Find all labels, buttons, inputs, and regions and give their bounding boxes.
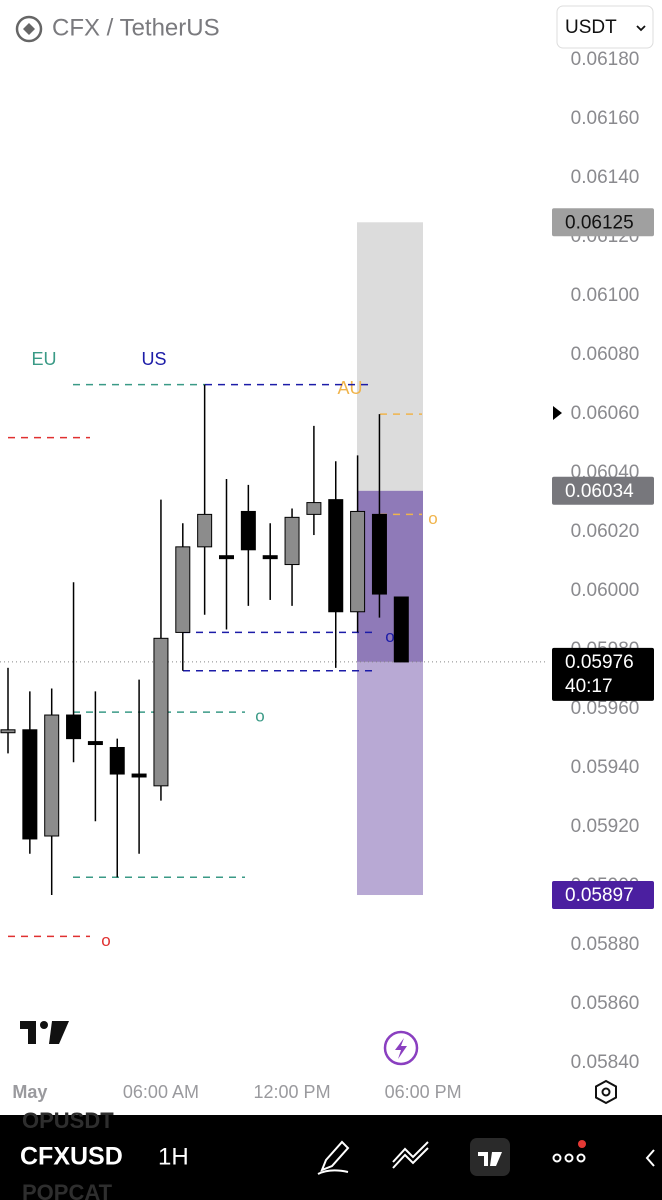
candle-body — [218, 555, 234, 560]
x-tick-label: 06:00 PM — [385, 1082, 462, 1102]
candle-body — [262, 555, 278, 560]
target-zone — [357, 222, 423, 491]
symbol-title: CFX / TetherUS — [52, 14, 220, 41]
y-tick-label: 0.06180 — [571, 49, 640, 70]
target-badge — [552, 208, 654, 237]
candle-body — [306, 502, 322, 515]
y-tick-label: 0.05840 — [571, 1052, 640, 1073]
countdown-label: 40:17 — [565, 676, 613, 697]
indicator-tool[interactable] — [392, 1141, 429, 1169]
y-tick-label: 0.06020 — [571, 521, 640, 542]
y-tick-label: 0.06080 — [571, 344, 640, 365]
footer-symbol[interactable]: CFXUSD — [20, 1143, 123, 1171]
candle-body — [0, 729, 16, 734]
candle-body — [131, 773, 147, 778]
candle-body — [22, 729, 38, 840]
candle-body — [197, 513, 213, 548]
candle-body — [371, 513, 387, 595]
draw-tool[interactable] — [317, 1140, 350, 1175]
entry-badge-label: 0.06034 — [565, 481, 634, 502]
last-price-badge — [552, 647, 654, 701]
candle-body — [328, 499, 344, 613]
y-tick-label: 0.06000 — [571, 580, 640, 601]
y-tick-label: 0.05960 — [571, 698, 640, 719]
candle-body — [284, 516, 300, 566]
footer-interval[interactable]: 1H — [158, 1143, 189, 1170]
open-pnl-zone — [357, 490, 423, 662]
candle-body — [240, 510, 256, 551]
session-label: EU — [31, 349, 56, 369]
y-tick-label: 0.06060 — [571, 403, 640, 424]
candle-body — [109, 746, 125, 775]
lightning-button[interactable] — [383, 1030, 419, 1066]
candle-body — [44, 714, 60, 837]
candle-body — [66, 714, 82, 740]
y-tick-label: 0.06140 — [571, 167, 640, 188]
level-label: o — [385, 627, 394, 646]
more-button[interactable] — [552, 1140, 587, 1163]
x-tick-label: 12:00 PM — [254, 1082, 331, 1102]
stop-badge — [552, 881, 654, 910]
toolbar — [0, 1115, 662, 1200]
stop-zone — [357, 661, 423, 896]
entry-badge — [552, 476, 654, 505]
candle-body — [87, 741, 103, 746]
candle-body — [175, 546, 191, 633]
chart-type-button[interactable] — [470, 1138, 510, 1176]
x-tick-label: May — [12, 1082, 47, 1102]
y-tick-label: 0.05920 — [571, 816, 640, 837]
y-tick-label: 0.05860 — [571, 993, 640, 1014]
y-tick-label: 0.06160 — [571, 108, 640, 129]
session-label: US — [141, 349, 166, 369]
logo — [15, 15, 43, 43]
y-tick-label: 0.05940 — [571, 757, 640, 778]
settings-button[interactable] — [595, 1079, 617, 1105]
candle-body — [393, 596, 409, 663]
watermark-logo — [20, 1021, 69, 1044]
x-tick-label: 06:00 AM — [123, 1082, 199, 1102]
axis-marker — [553, 406, 562, 420]
chart: 0.061800.061600.061400.061200.061000.060… — [0, 49, 654, 1102]
ghost-symbol: POPCAT — [22, 1180, 113, 1200]
y-tick-label: 0.06100 — [571, 285, 640, 306]
candle-body — [153, 637, 169, 787]
level-label: o — [101, 931, 110, 950]
currency-select[interactable]: USDT — [556, 5, 654, 49]
session-label: AU — [337, 378, 362, 398]
ghost-symbol: OPUSDT — [22, 1108, 114, 1133]
back-button[interactable] — [645, 1149, 655, 1167]
last-price-label: 0.05976 — [565, 652, 634, 673]
target-badge-label: 0.06125 — [565, 212, 634, 233]
candle-body — [350, 510, 366, 613]
stop-badge-label: 0.05897 — [565, 885, 634, 906]
level-label: o — [428, 509, 437, 528]
currency-label[interactable]: USDT — [565, 17, 617, 38]
level-label: o — [255, 707, 264, 726]
y-tick-label: 0.05880 — [571, 934, 640, 955]
